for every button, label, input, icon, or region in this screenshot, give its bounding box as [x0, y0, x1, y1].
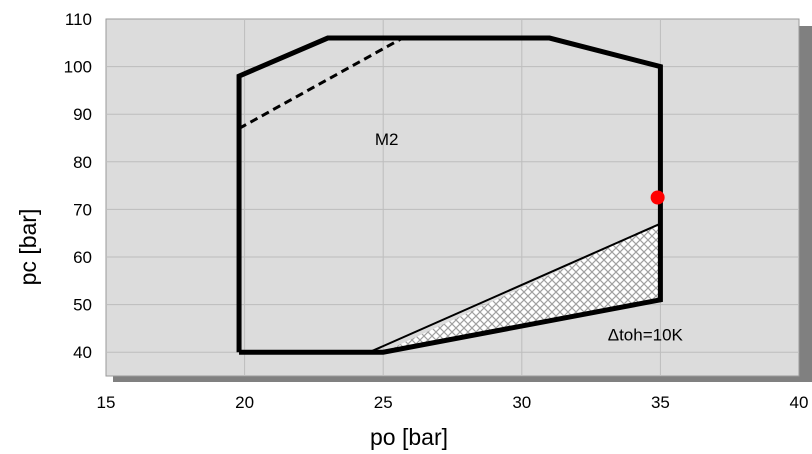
- tick-labels: 15 20 25 30 35 40 40 50 60 70 80 90 100 110: [64, 10, 809, 412]
- y-axis-title: pc [bar]: [15, 209, 41, 286]
- hatched-region: [383, 223, 661, 353]
- series-lines: [236, 35, 663, 355]
- x-tick-label: 25: [374, 393, 393, 412]
- x-tick-label: 20: [235, 393, 254, 412]
- y-tick-label: 50: [73, 296, 92, 315]
- y-tick-label: 110: [65, 10, 92, 29]
- x-axis-title: po [bar]: [370, 424, 448, 450]
- y-tick-label: 40: [73, 343, 92, 362]
- y-tick-label: 60: [73, 248, 92, 267]
- series-line-3: [368, 222, 661, 354]
- series-line-2: [238, 36, 404, 130]
- annotation-m2: M2: [375, 130, 399, 149]
- y-tick-label: 90: [73, 105, 92, 124]
- operating-point-marker: [650, 190, 665, 205]
- series-line-1: [236, 35, 663, 355]
- y-tick-label: 70: [73, 200, 92, 219]
- annotation-dtoh: Δtoh=10K: [608, 325, 684, 344]
- x-tick-label: 40: [790, 393, 809, 412]
- x-tick-label: 15: [97, 393, 116, 412]
- y-tick-label: 80: [73, 153, 92, 172]
- x-tick-label: 30: [512, 393, 531, 412]
- y-tick-label: 100: [64, 58, 92, 77]
- x-tick-label: 35: [651, 393, 670, 412]
